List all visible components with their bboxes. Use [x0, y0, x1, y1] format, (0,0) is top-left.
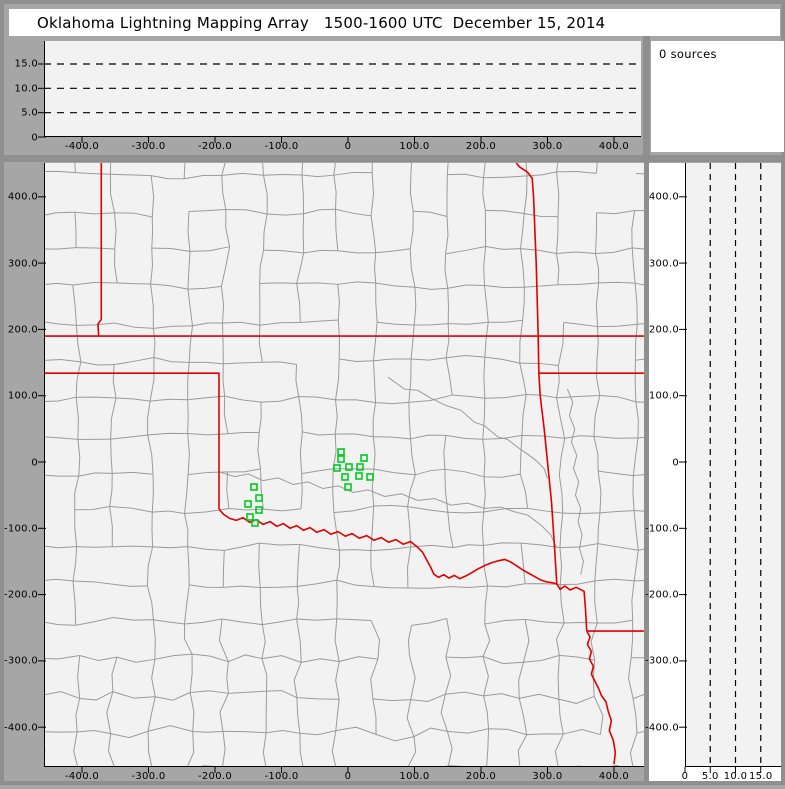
lma-station-marker — [341, 473, 349, 481]
map-panel-ytick-label: 300.0 — [7, 258, 38, 270]
lma-station-marker — [244, 500, 252, 508]
title-bar: Oklahoma Lightning Mapping Array 1500-16… — [9, 9, 780, 36]
county-lines — [44, 163, 644, 767]
map-panel-ytick-label: -200.0 — [3, 589, 38, 601]
sources-count-panel: 0 sources — [651, 41, 784, 152]
lma-station-markers — [244, 448, 374, 527]
map-panel-ytick-label: 400.0 — [7, 191, 38, 203]
page-title: Oklahoma Lightning Mapping Array 1500-16… — [37, 13, 606, 32]
panel-divider-right-vertical — [644, 162, 649, 782]
map-content — [44, 163, 644, 767]
top-dashed-altitude-lines — [44, 63, 641, 114]
lma-station-marker — [250, 483, 258, 491]
lma-station-marker — [255, 506, 263, 514]
plan-view-map[interactable] — [38, 163, 644, 773]
altitude-time-plot[interactable] — [38, 41, 641, 143]
lma-station-marker — [246, 513, 254, 521]
top-panel-ytick-label: 10.0 — [14, 83, 38, 95]
right-dashed-altitude-lines — [709, 163, 762, 767]
altitude-northsouth-plot-canvas — [679, 163, 781, 773]
lma-station-marker — [251, 519, 259, 527]
river-lines — [218, 376, 584, 575]
lma-station-marker — [356, 463, 364, 471]
lma-station-marker — [360, 454, 368, 462]
map-panel-ytick-label: 0 — [31, 457, 38, 468]
map-panel-ytick-label: -400.0 — [3, 722, 38, 734]
top-panel-axes — [38, 41, 641, 143]
lma-station-marker — [255, 494, 263, 502]
plan-view-map-canvas — [38, 163, 644, 773]
lma-station-marker — [355, 472, 363, 480]
map-panel-ytick-label: 200.0 — [7, 324, 38, 336]
lma-station-marker — [337, 455, 345, 463]
lma-station-marker — [337, 448, 345, 456]
state-border-lines — [44, 163, 644, 765]
panel-divider-horizontal — [4, 155, 785, 162]
top-panel-ytick-label: 15.0 — [14, 58, 38, 70]
lma-station-marker — [333, 464, 341, 472]
lma-station-marker — [366, 473, 374, 481]
panel-divider-top-vertical — [643, 36, 650, 155]
top-panel-ytick-label: 0 — [31, 132, 38, 143]
map-panel-axes — [38, 163, 644, 773]
top-panel-ytick-label: 5.0 — [21, 107, 38, 119]
lma-station-marker — [345, 463, 353, 471]
lma-station-marker — [344, 483, 352, 491]
map-panel-ytick-label: -100.0 — [3, 523, 38, 535]
sources-count-label: 0 sources — [659, 47, 717, 61]
altitude-time-plot-canvas — [38, 41, 641, 143]
altitude-northsouth-plot[interactable] — [679, 163, 781, 773]
right-panel-axes — [679, 163, 781, 773]
map-panel-ytick-label: 100.0 — [7, 390, 38, 402]
map-panel-ytick-label: -300.0 — [3, 655, 38, 667]
